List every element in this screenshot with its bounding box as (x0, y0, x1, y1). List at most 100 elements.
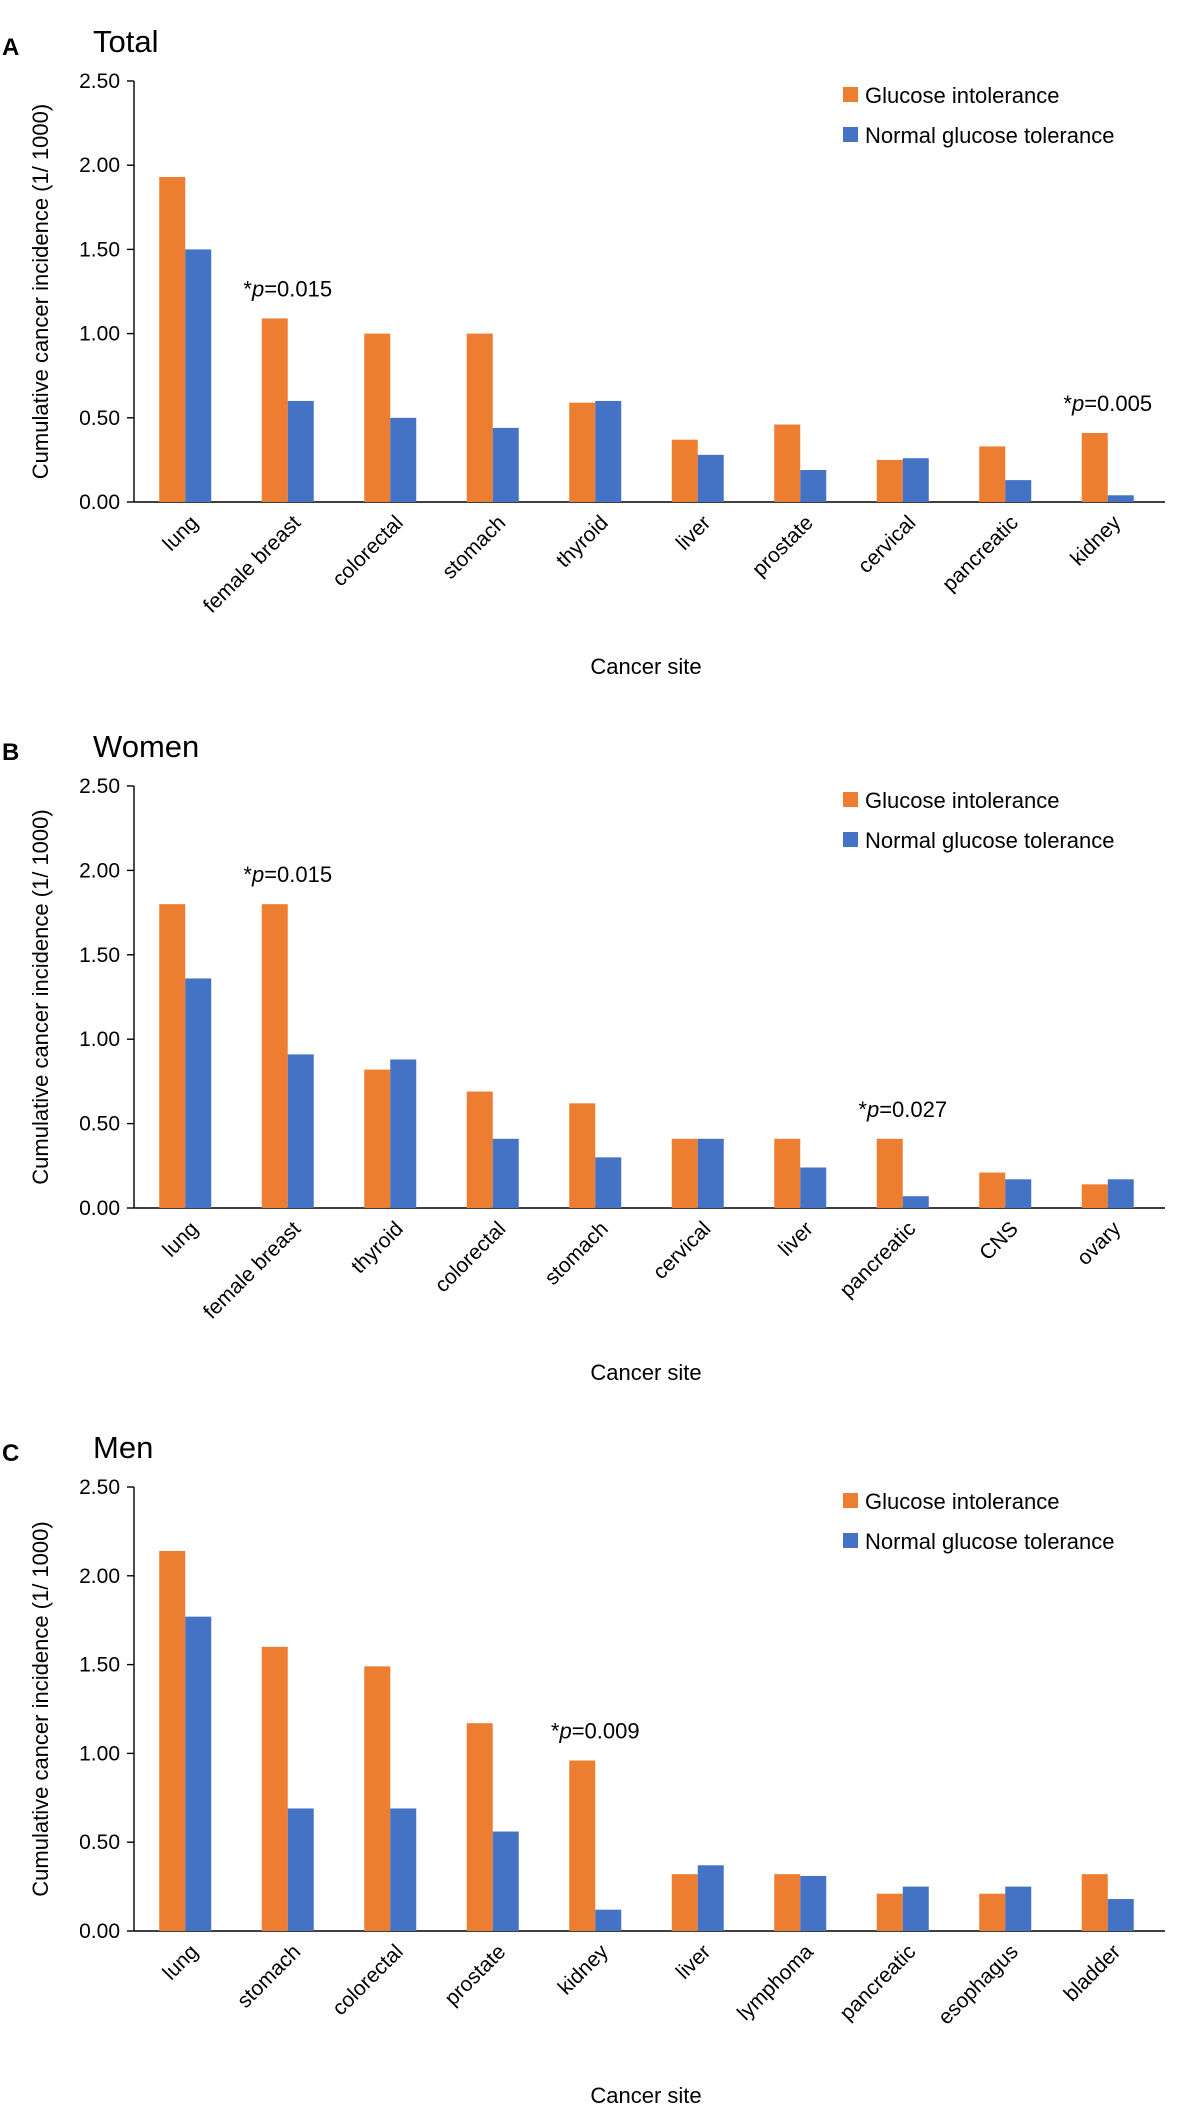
bar-normal-glucose-tolerance (185, 249, 212, 502)
bar-normal-glucose-tolerance (1107, 1899, 1134, 1931)
bar-normal-glucose-tolerance (595, 1909, 622, 1931)
panel-title: Men (93, 1430, 153, 1465)
legend-entry: Glucose intolerance (865, 1489, 1059, 1514)
bar-glucose-intolerance (261, 1646, 288, 1931)
category-label: cervical (854, 511, 921, 578)
bar-glucose-intolerance (466, 1091, 493, 1208)
legend-entry: Normal glucose tolerance (865, 1529, 1114, 1554)
panel-a: A Total 0.00 0.50 1.00 1.50 2.00 2.50 Cumulative… (2, 24, 1165, 679)
bar-normal-glucose-tolerance (902, 1886, 929, 1931)
significance-annotation: *p=0.009 (551, 1719, 640, 1744)
bar-glucose-intolerance (979, 446, 1006, 502)
bar-normal-glucose-tolerance (492, 1138, 519, 1208)
category-label: colorectal (328, 511, 408, 591)
bar-normal-glucose-tolerance (1005, 1886, 1032, 1931)
category-label: thyroid (347, 1217, 408, 1278)
category-label: pancreatic (836, 1940, 921, 2025)
category-label: pancreatic (836, 1217, 921, 1302)
bar-normal-glucose-tolerance (185, 978, 212, 1208)
y-tick-label: 1.00 (79, 1028, 120, 1051)
category-label: liver (774, 1217, 817, 1260)
bar-normal-glucose-tolerance (390, 1808, 417, 1931)
panel-letter: A (2, 34, 19, 61)
bar-glucose-intolerance (671, 1874, 698, 1931)
y-tick-label: 1.00 (79, 1742, 120, 1765)
bar-glucose-intolerance (569, 1103, 596, 1208)
bar-normal-glucose-tolerance (902, 458, 929, 502)
panel-letter: C (2, 1440, 19, 1467)
significance-annotation: *p=0.015 (243, 862, 332, 887)
y-tick-label: 0.00 (79, 1197, 120, 1220)
category-label: cervical (649, 1217, 716, 1284)
bar-normal-glucose-tolerance (902, 1196, 929, 1208)
bar-normal-glucose-tolerance (185, 1616, 212, 1931)
y-tick-label: 1.50 (79, 944, 120, 967)
category-label: liver (672, 511, 715, 554)
y-axis-title: Cumulative cancer incidence (1/ 1000) (28, 809, 53, 1184)
category-label: kidney (1066, 511, 1126, 571)
y-tick-label: 0.00 (79, 491, 120, 514)
category-label: colorectal (430, 1217, 510, 1297)
y-tick-label: 0.50 (79, 1831, 120, 1854)
bar-glucose-intolerance (466, 1723, 493, 1931)
category-label: prostate (748, 511, 818, 581)
bar-glucose-intolerance (159, 1550, 186, 1931)
bar-glucose-intolerance (876, 459, 903, 502)
legend-swatch (843, 792, 858, 807)
legend-entry: Normal glucose tolerance (865, 828, 1114, 853)
bar-glucose-intolerance (774, 1874, 801, 1931)
bar-glucose-intolerance (774, 424, 801, 502)
bar-normal-glucose-tolerance (800, 470, 827, 502)
y-axis-title: Cumulative cancer incidence (1/ 1000) (28, 104, 53, 479)
category-label: stomach (438, 511, 510, 583)
bar-normal-glucose-tolerance (287, 1054, 314, 1208)
bar-glucose-intolerance (261, 318, 288, 502)
bar-normal-glucose-tolerance (492, 1831, 519, 1931)
y-tick-label: 0.00 (79, 1920, 120, 1943)
y-tick-label: 1.50 (79, 238, 120, 261)
bar-normal-glucose-tolerance (390, 1059, 417, 1208)
category-label: thyroid (552, 511, 613, 572)
bar-glucose-intolerance (1081, 1874, 1108, 1931)
legend-entry: Glucose intolerance (865, 788, 1059, 813)
category-label: lung (158, 511, 202, 555)
legend-swatch (843, 87, 858, 102)
bar-normal-glucose-tolerance (492, 427, 519, 502)
category-label: prostate (440, 1940, 510, 2010)
legend-swatch (843, 1493, 858, 1508)
legend-swatch (843, 127, 858, 142)
panel-c: C Men 0.00 0.50 1.00 1.50 2.00 2.50 Cumulative c… (2, 1430, 1165, 2108)
y-tick-label: 0.50 (79, 407, 120, 430)
legend-entry: Glucose intolerance (865, 83, 1059, 108)
y-tick-label: 2.00 (79, 154, 120, 177)
y-axis-title: Cumulative cancer incidence (1/ 1000) (28, 1521, 53, 1896)
bar-normal-glucose-tolerance (1005, 480, 1032, 502)
y-tick-label: 2.00 (79, 1565, 120, 1588)
x-axis-title: Cancer site (590, 1360, 701, 1385)
category-label: female breast (199, 511, 305, 617)
bar-glucose-intolerance (671, 1138, 698, 1208)
category-label: female breast (199, 1217, 305, 1323)
bar-glucose-intolerance (774, 1138, 801, 1208)
category-label: lymphoma (733, 1940, 818, 2025)
bar-glucose-intolerance (876, 1893, 903, 1931)
y-tick-label: 0.50 (79, 1113, 120, 1136)
x-axis-title: Cancer site (590, 654, 701, 679)
legend-entry: Normal glucose tolerance (865, 123, 1114, 148)
bar-glucose-intolerance (261, 904, 288, 1208)
category-label: bladder (1059, 1940, 1125, 2006)
category-label: liver (672, 1940, 715, 1983)
bar-glucose-intolerance (979, 1893, 1006, 1931)
legend-swatch (843, 832, 858, 847)
category-label: stomach (540, 1217, 612, 1289)
bar-glucose-intolerance (159, 904, 186, 1208)
category-label: ovary (1073, 1217, 1126, 1270)
category-label: colorectal (328, 1940, 408, 2020)
y-tick-label: 2.50 (79, 70, 120, 93)
bar-normal-glucose-tolerance (595, 400, 622, 502)
significance-annotation: *p=0.015 (243, 276, 332, 301)
bar-glucose-intolerance (979, 1172, 1006, 1208)
panel-b: B Women 0.00 0.50 1.00 1.50 2.00 2.50 Cumulative… (2, 729, 1165, 1385)
category-label: lung (158, 1217, 202, 1261)
panel-letter: B (2, 739, 19, 766)
